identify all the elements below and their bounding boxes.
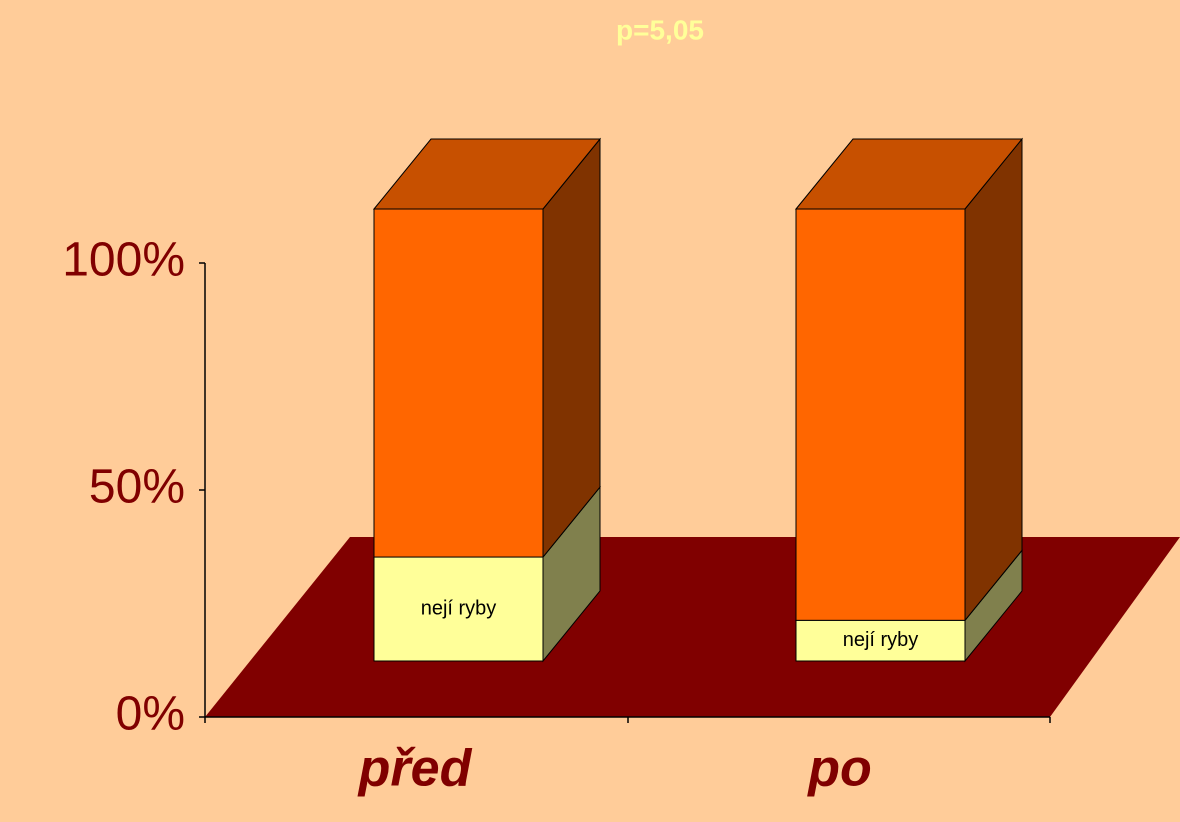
data-label: nejí ryby [421, 597, 497, 619]
x-tick-label: před [357, 740, 473, 798]
bar-side [542, 137, 601, 559]
bar [373, 208, 544, 558]
y-tick-label: 100% [62, 234, 185, 287]
chart-title: p=5,05 [616, 14, 704, 45]
y-tick-label: 50% [89, 461, 185, 514]
bar [373, 556, 544, 662]
data-label: nejí ryby [843, 629, 919, 651]
x-tick-label: po [806, 740, 872, 798]
bar [795, 619, 966, 662]
floor [205, 537, 1180, 717]
bar-side [964, 137, 1023, 622]
bar [795, 208, 966, 621]
y-tick-label: 0% [116, 688, 185, 741]
